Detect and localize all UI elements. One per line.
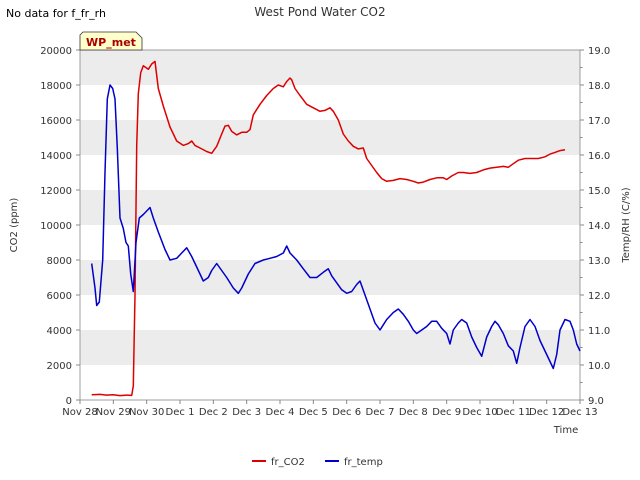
y-tick-label: 2000: [47, 361, 72, 372]
x-tick-label: Dec 6: [332, 407, 361, 418]
legend: fr_CO2 fr_temp: [252, 457, 383, 468]
y-axis-left: 0 2000 4000 6000 8000 10000 12000 14000 16000 180…: [40, 46, 80, 407]
x-tick-label: Dec 10: [462, 407, 497, 418]
x-tick-label: Dec 11: [496, 407, 531, 418]
x-tick-label: Dec 13: [562, 407, 597, 418]
x-tick-label: Dec 7: [366, 407, 395, 418]
y-tick-label: 10000: [40, 221, 72, 232]
y-tick-label: 16000: [40, 116, 72, 127]
x-tick-label: Nov 29: [96, 407, 131, 418]
y2-axis-label: Temp/RH (C/%): [621, 187, 632, 263]
x-tick-label: Dec 1: [166, 407, 195, 418]
y2-tick-label: 9.0: [588, 396, 604, 407]
x-tick-label: Dec 2: [199, 407, 228, 418]
y2-tick-label: 13.0: [588, 256, 610, 267]
y2-tick-label: 19.0: [588, 46, 610, 57]
y-axis-right: 9.0 10.0 11.0 12.0 13.0 14.0 15.0 16.0 17.0 18.0 1…: [580, 46, 610, 407]
y2-tick-label: 12.0: [588, 291, 610, 302]
x-tick-label: Dec 9: [432, 407, 461, 418]
y-axis-label: CO2 (ppm): [9, 198, 20, 253]
grid-band: [80, 260, 580, 295]
y-tick-label: 18000: [40, 81, 72, 92]
series-line-fr_temp: [90, 84, 581, 370]
y2-tick-label: 10.0: [588, 361, 610, 372]
x-axis-label: Time: [553, 425, 578, 436]
grid-band: [80, 50, 580, 85]
y-tick-label: 6000: [47, 291, 72, 302]
y2-tick-label: 18.0: [588, 81, 610, 92]
series-lines: [90, 60, 581, 397]
background-bands: [80, 50, 580, 365]
badge-label: WP_met: [86, 36, 136, 49]
x-tick-label: Dec 3: [232, 407, 261, 418]
no-data-note: No data for f_fr_rh: [6, 7, 106, 20]
series-line-fr_CO2: [91, 60, 566, 397]
y2-tick-label: 17.0: [588, 116, 610, 127]
grid-band: [80, 120, 580, 155]
chart-title: West Pond Water CO2: [254, 5, 385, 19]
legend-label-co2: fr_CO2: [271, 457, 305, 468]
y-tick-label: 20000: [40, 46, 72, 57]
y-tick-label: 8000: [47, 256, 72, 267]
grid-band: [80, 190, 580, 225]
x-tick-label: Dec 8: [399, 407, 428, 418]
y-tick-label: 14000: [40, 151, 72, 162]
legend-label-temp: fr_temp: [344, 457, 383, 468]
grid-band: [80, 330, 580, 365]
badge-shape: [79, 31, 143, 51]
station-badge: WP_met: [79, 31, 143, 51]
y2-tick-label: 14.0: [588, 221, 610, 232]
x-tick-label: Dec 12: [529, 407, 564, 418]
y2-tick-label: 11.0: [588, 326, 610, 337]
x-tick-label: Nov 30: [129, 407, 164, 418]
x-tick-label: Dec 5: [299, 407, 328, 418]
y-tick-label: 4000: [47, 326, 72, 337]
y2-tick-label: 16.0: [588, 151, 610, 162]
x-tick-label: Dec 4: [266, 407, 295, 418]
y-tick-label: 0: [66, 396, 72, 407]
x-tick-label: Nov 28: [62, 407, 97, 418]
y-tick-label: 12000: [40, 186, 72, 197]
y2-tick-label: 15.0: [588, 186, 610, 197]
